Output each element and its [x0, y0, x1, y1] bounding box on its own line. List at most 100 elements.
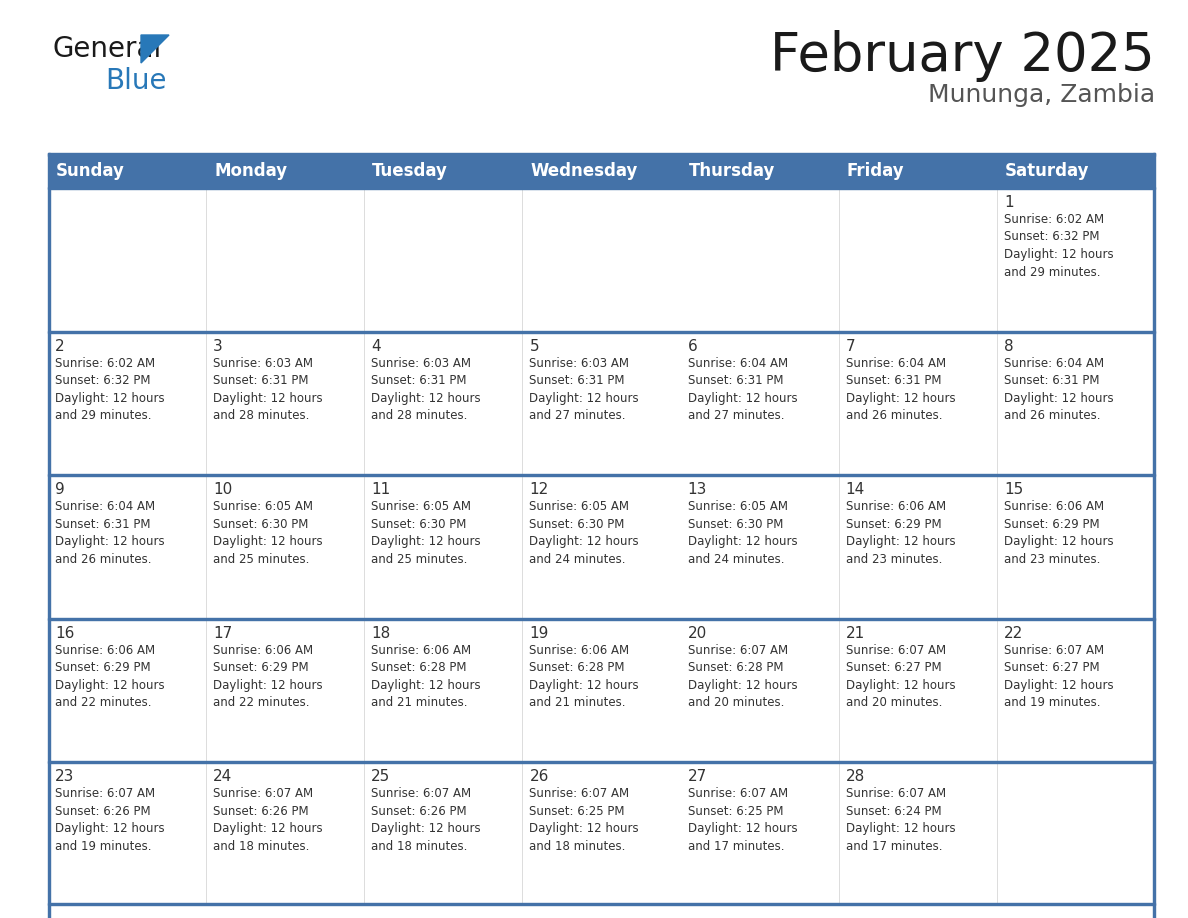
Text: Friday: Friday: [847, 162, 904, 180]
Bar: [997, 155, 1155, 187]
Bar: [681, 189, 839, 330]
Text: Sunrise: 6:07 AM
Sunset: 6:26 PM
Daylight: 12 hours
and 19 minutes.: Sunrise: 6:07 AM Sunset: 6:26 PM Dayligh…: [55, 788, 165, 853]
Text: 24: 24: [213, 769, 233, 784]
Bar: [365, 620, 523, 761]
Bar: [48, 153, 1155, 156]
Text: Sunrise: 6:07 AM
Sunset: 6:25 PM
Daylight: 12 hours
and 18 minutes.: Sunrise: 6:07 AM Sunset: 6:25 PM Dayligh…: [530, 788, 639, 853]
Text: 23: 23: [55, 769, 75, 784]
Text: Blue: Blue: [105, 67, 166, 95]
Text: 3: 3: [213, 339, 223, 353]
Text: 1: 1: [1004, 195, 1013, 210]
Text: 10: 10: [213, 482, 233, 498]
Text: General: General: [53, 35, 163, 63]
Text: Sunrise: 6:03 AM
Sunset: 6:31 PM
Daylight: 12 hours
and 28 minutes.: Sunrise: 6:03 AM Sunset: 6:31 PM Dayligh…: [213, 356, 323, 422]
Text: 16: 16: [55, 626, 75, 641]
Bar: [207, 764, 365, 905]
Bar: [997, 332, 1155, 475]
Text: Sunrise: 6:07 AM
Sunset: 6:27 PM
Daylight: 12 hours
and 20 minutes.: Sunrise: 6:07 AM Sunset: 6:27 PM Dayligh…: [846, 644, 955, 710]
Bar: [207, 155, 365, 187]
Text: Sunrise: 6:04 AM
Sunset: 6:31 PM
Daylight: 12 hours
and 27 minutes.: Sunrise: 6:04 AM Sunset: 6:31 PM Dayligh…: [688, 356, 797, 422]
Text: Sunrise: 6:07 AM
Sunset: 6:26 PM
Daylight: 12 hours
and 18 minutes.: Sunrise: 6:07 AM Sunset: 6:26 PM Dayligh…: [372, 788, 481, 853]
Text: 18: 18: [372, 626, 391, 641]
Bar: [365, 155, 523, 187]
Text: 13: 13: [688, 482, 707, 498]
Bar: [523, 189, 681, 330]
Text: Mununga, Zambia: Mununga, Zambia: [928, 83, 1155, 107]
Text: 11: 11: [372, 482, 391, 498]
Bar: [48, 761, 1155, 764]
Text: 8: 8: [1004, 339, 1013, 353]
Bar: [207, 620, 365, 761]
Bar: [365, 332, 523, 475]
Bar: [681, 155, 839, 187]
Bar: [839, 332, 997, 475]
Text: 25: 25: [372, 769, 391, 784]
Bar: [48, 332, 207, 475]
Text: Sunrise: 6:04 AM
Sunset: 6:31 PM
Daylight: 12 hours
and 26 minutes.: Sunrise: 6:04 AM Sunset: 6:31 PM Dayligh…: [846, 356, 955, 422]
Text: Sunrise: 6:07 AM
Sunset: 6:24 PM
Daylight: 12 hours
and 17 minutes.: Sunrise: 6:07 AM Sunset: 6:24 PM Dayligh…: [846, 788, 955, 853]
Bar: [48, 620, 207, 761]
Bar: [48, 618, 1155, 620]
Text: Sunrise: 6:03 AM
Sunset: 6:31 PM
Daylight: 12 hours
and 27 minutes.: Sunrise: 6:03 AM Sunset: 6:31 PM Dayligh…: [530, 356, 639, 422]
Text: Thursday: Thursday: [689, 162, 775, 180]
Bar: [48, 903, 1155, 905]
Text: 28: 28: [846, 769, 865, 784]
Text: Sunrise: 6:07 AM
Sunset: 6:25 PM
Daylight: 12 hours
and 17 minutes.: Sunrise: 6:07 AM Sunset: 6:25 PM Dayligh…: [688, 788, 797, 853]
Bar: [523, 155, 681, 187]
Bar: [48, 187, 1155, 189]
Bar: [997, 189, 1155, 330]
Text: Wednesday: Wednesday: [530, 162, 638, 180]
Text: 19: 19: [530, 626, 549, 641]
Text: 2: 2: [55, 339, 64, 353]
Bar: [523, 476, 681, 618]
Text: Sunrise: 6:07 AM
Sunset: 6:27 PM
Daylight: 12 hours
and 19 minutes.: Sunrise: 6:07 AM Sunset: 6:27 PM Dayligh…: [1004, 644, 1113, 710]
Text: Sunrise: 6:05 AM
Sunset: 6:30 PM
Daylight: 12 hours
and 24 minutes.: Sunrise: 6:05 AM Sunset: 6:30 PM Dayligh…: [530, 500, 639, 565]
Text: 12: 12: [530, 482, 549, 498]
Text: Sunrise: 6:04 AM
Sunset: 6:31 PM
Daylight: 12 hours
and 26 minutes.: Sunrise: 6:04 AM Sunset: 6:31 PM Dayligh…: [55, 500, 165, 565]
Text: Sunrise: 6:06 AM
Sunset: 6:28 PM
Daylight: 12 hours
and 21 minutes.: Sunrise: 6:06 AM Sunset: 6:28 PM Dayligh…: [372, 644, 481, 710]
Text: Sunrise: 6:06 AM
Sunset: 6:29 PM
Daylight: 12 hours
and 22 minutes.: Sunrise: 6:06 AM Sunset: 6:29 PM Dayligh…: [55, 644, 165, 710]
Bar: [48, 189, 207, 330]
Bar: [523, 332, 681, 475]
Bar: [48, 476, 207, 618]
Text: 15: 15: [1004, 482, 1023, 498]
Text: Sunrise: 6:05 AM
Sunset: 6:30 PM
Daylight: 12 hours
and 25 minutes.: Sunrise: 6:05 AM Sunset: 6:30 PM Dayligh…: [372, 500, 481, 565]
Bar: [839, 189, 997, 330]
Text: Monday: Monday: [214, 162, 287, 180]
Text: Sunrise: 6:03 AM
Sunset: 6:31 PM
Daylight: 12 hours
and 28 minutes.: Sunrise: 6:03 AM Sunset: 6:31 PM Dayligh…: [372, 356, 481, 422]
Text: Sunrise: 6:02 AM
Sunset: 6:32 PM
Daylight: 12 hours
and 29 minutes.: Sunrise: 6:02 AM Sunset: 6:32 PM Dayligh…: [1004, 213, 1113, 278]
Bar: [997, 476, 1155, 618]
Bar: [365, 476, 523, 618]
Bar: [839, 476, 997, 618]
Bar: [523, 764, 681, 905]
Bar: [48, 155, 207, 187]
Bar: [48, 764, 207, 905]
Text: Sunrise: 6:06 AM
Sunset: 6:29 PM
Daylight: 12 hours
and 22 minutes.: Sunrise: 6:06 AM Sunset: 6:29 PM Dayligh…: [213, 644, 323, 710]
Text: Sunrise: 6:06 AM
Sunset: 6:28 PM
Daylight: 12 hours
and 21 minutes.: Sunrise: 6:06 AM Sunset: 6:28 PM Dayligh…: [530, 644, 639, 710]
Text: Sunrise: 6:04 AM
Sunset: 6:31 PM
Daylight: 12 hours
and 26 minutes.: Sunrise: 6:04 AM Sunset: 6:31 PM Dayligh…: [1004, 356, 1113, 422]
Text: Sunrise: 6:06 AM
Sunset: 6:29 PM
Daylight: 12 hours
and 23 minutes.: Sunrise: 6:06 AM Sunset: 6:29 PM Dayligh…: [1004, 500, 1113, 565]
Text: 4: 4: [372, 339, 381, 353]
Text: 7: 7: [846, 339, 855, 353]
Text: 27: 27: [688, 769, 707, 784]
Bar: [1154, 153, 1155, 918]
Bar: [997, 764, 1155, 905]
Text: 17: 17: [213, 626, 233, 641]
Text: Sunday: Sunday: [56, 162, 125, 180]
Text: 26: 26: [530, 769, 549, 784]
Polygon shape: [141, 35, 169, 63]
Bar: [365, 189, 523, 330]
Bar: [681, 764, 839, 905]
Bar: [48, 153, 50, 918]
Text: Saturday: Saturday: [1005, 162, 1089, 180]
Text: Sunrise: 6:07 AM
Sunset: 6:26 PM
Daylight: 12 hours
and 18 minutes.: Sunrise: 6:07 AM Sunset: 6:26 PM Dayligh…: [213, 788, 323, 853]
Text: 9: 9: [55, 482, 65, 498]
Text: Tuesday: Tuesday: [372, 162, 448, 180]
Bar: [839, 155, 997, 187]
Bar: [681, 620, 839, 761]
Text: 6: 6: [688, 339, 697, 353]
Bar: [207, 189, 365, 330]
Text: 5: 5: [530, 339, 539, 353]
Text: 14: 14: [846, 482, 865, 498]
Text: February 2025: February 2025: [770, 30, 1155, 82]
